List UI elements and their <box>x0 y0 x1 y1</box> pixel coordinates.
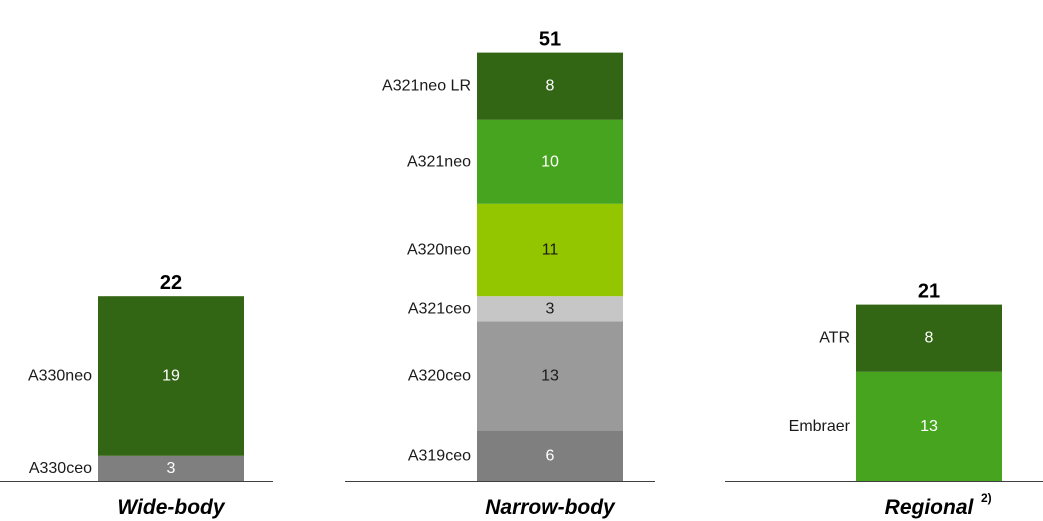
bar-segment-a330ceo <box>98 455 244 481</box>
category-label-wide-body: Wide-body <box>117 496 225 519</box>
bar-segment-a320ceo <box>477 321 623 431</box>
bar-segment-embraer <box>856 371 1002 481</box>
bar-segment-a321neo <box>477 119 623 204</box>
bar-segment-a319ceo <box>477 430 623 481</box>
segment-label-a321neo: A321neo <box>407 153 471 170</box>
segment-label-a319ceo: A319ceo <box>408 447 471 464</box>
value-label-a330neo: 19 <box>162 368 180 385</box>
value-label-atr: 8 <box>925 330 934 347</box>
segment-label-a330ceo: A330ceo <box>29 460 92 477</box>
segment-label-a321ceo: A321ceo <box>408 300 471 317</box>
value-label-a320neo: 11 <box>542 242 559 259</box>
category-label-regional: Regional <box>885 496 975 519</box>
bar-segment-a320neo <box>477 203 623 297</box>
bar-segment-a330neo <box>98 296 244 456</box>
category-label-narrow-body: Narrow-body <box>485 496 616 519</box>
segment-label-a330neo: A330neo <box>28 368 92 385</box>
total-label-regional: 21 <box>918 281 940 303</box>
bar-segment-atr <box>856 304 1002 372</box>
footnote-marker-regional: 2) <box>981 491 992 505</box>
segment-label-embraer: Embraer <box>789 418 851 435</box>
bar-segment-a321ceo <box>477 296 623 322</box>
bar-segment-a321neo-lr <box>477 52 623 120</box>
value-label-a320ceo: 13 <box>541 368 559 385</box>
segment-label-a320neo: A320neo <box>407 242 471 259</box>
value-label-embraer: 13 <box>920 418 938 435</box>
value-label-a321ceo: 3 <box>546 300 555 317</box>
segment-label-a320ceo: A320ceo <box>408 368 471 385</box>
value-label-a321neo: 10 <box>541 153 559 170</box>
segment-label-a321neo-lr: A321neo LR <box>382 78 471 95</box>
segment-label-atr: ATR <box>819 330 850 347</box>
total-label-narrow-body: 51 <box>539 29 561 51</box>
value-label-a330ceo: 3 <box>167 460 176 477</box>
value-label-a321neo-lr: 8 <box>546 78 555 95</box>
total-label-wide-body: 22 <box>160 272 182 294</box>
value-label-a319ceo: 6 <box>546 447 555 464</box>
